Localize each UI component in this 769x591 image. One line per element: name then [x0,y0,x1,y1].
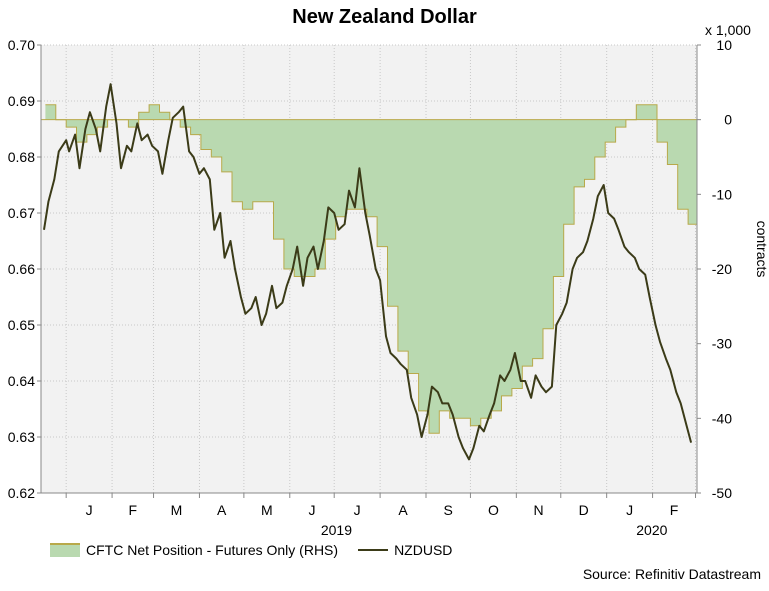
legend-area-swatch [50,543,80,557]
right-tick-label: -20 [712,261,732,277]
legend-line-swatch [358,549,389,551]
month-label: F [129,502,138,518]
legend-item-area: CFTC Net Position - Futures Only (RHS) [50,542,338,558]
legend-line-label: NZDUSD [394,542,453,558]
right-tick-label: -30 [712,336,732,352]
year-label: 2020 [636,522,667,538]
nzdusd-line [43,83,693,461]
nzdusd-line-path [43,83,693,461]
right-tick-label: 0 [724,112,732,128]
left-tick-label: 0.67 [8,205,35,221]
month-label: J [86,502,93,518]
right-tick-label: -10 [712,186,732,202]
month-label: N [533,502,543,518]
axis-labels: 0.62 0.63 0.64 0.65 0.66 0.67 0.68 0.69 0.70 -50 -… [8,22,769,538]
left-tick-label: 0.69 [8,93,35,109]
month-label: A [398,502,408,518]
month-label: D [579,502,589,518]
left-tick-label: 0.70 [8,37,35,53]
legend-item-line: NZDUSD [358,542,452,558]
legend-area-label: CFTC Net Position - Futures Only (RHS) [86,542,339,558]
cftc-area [41,104,697,434]
right-tick-label: -50 [712,485,732,501]
right-tick-label: 10 [716,37,732,53]
month-label: S [444,502,453,518]
chart-title: New Zealand Dollar [292,6,477,28]
right-axis-unit: x 1,000 [705,22,751,38]
source-note: Source: Refinitiv Datastream [582,566,761,582]
legend: CFTC Net Position - Futures Only (RHS) N… [50,542,472,558]
right-axis-label: contracts [754,221,769,278]
month-label: M [261,502,273,518]
month-label: J [354,502,361,518]
left-tick-label: 0.65 [8,317,35,333]
right-tick-label: -40 [712,410,732,426]
left-tick-label: 0.68 [8,149,35,165]
month-label: M [171,502,183,518]
axes [37,44,701,498]
cftc-area-outline [45,104,697,434]
left-tick-label: 0.66 [8,261,35,277]
month-label: F [670,502,679,518]
year-label: 2019 [321,522,352,538]
left-tick-label: 0.64 [8,373,35,389]
month-label: O [488,502,499,518]
cftc-area-fill [45,104,697,434]
month-label: A [217,502,227,518]
left-tick-label: 0.63 [8,429,35,445]
month-label: J [626,502,633,518]
month-label: J [308,502,315,518]
left-tick-label: 0.62 [8,485,35,501]
